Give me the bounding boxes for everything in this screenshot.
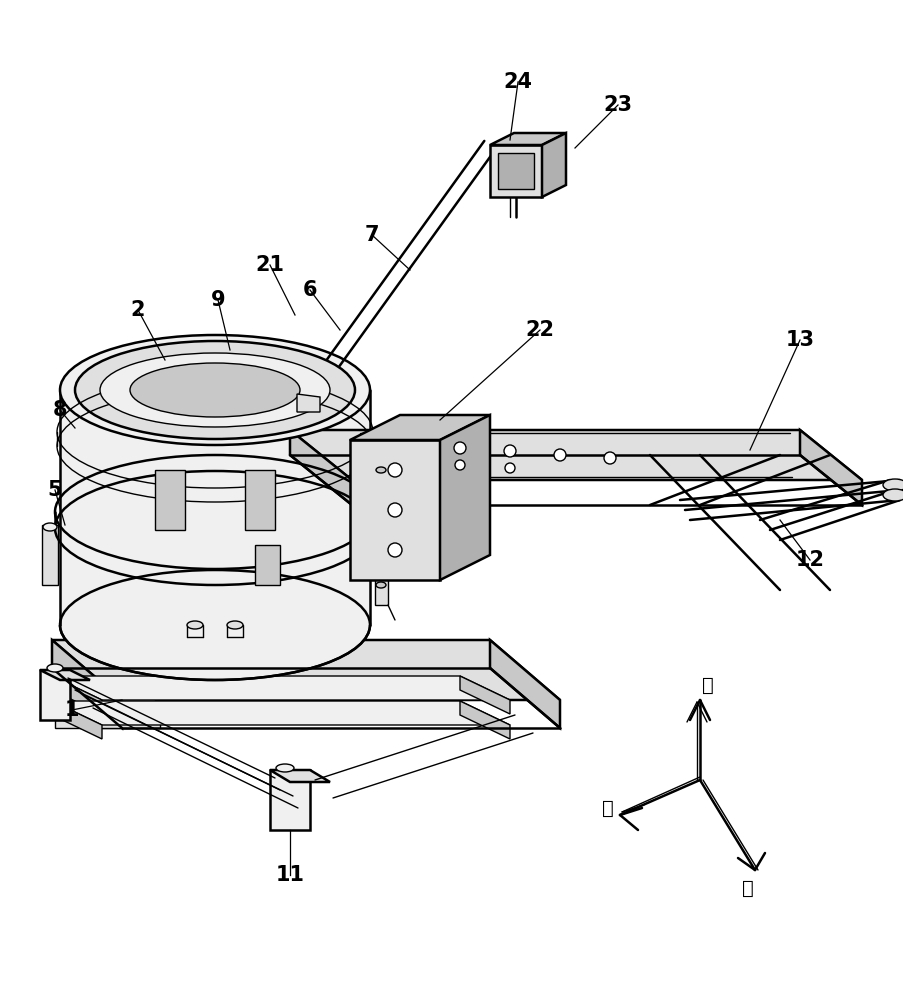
Ellipse shape	[60, 570, 369, 680]
Text: 11: 11	[275, 865, 304, 885]
Polygon shape	[489, 145, 542, 197]
Ellipse shape	[603, 452, 615, 464]
Polygon shape	[60, 390, 369, 625]
Text: 7: 7	[364, 225, 379, 245]
Polygon shape	[245, 470, 275, 530]
Ellipse shape	[376, 582, 386, 588]
Polygon shape	[297, 394, 320, 412]
Ellipse shape	[453, 442, 465, 454]
Text: 24: 24	[503, 72, 532, 92]
Polygon shape	[255, 545, 280, 585]
Polygon shape	[290, 430, 351, 505]
Ellipse shape	[130, 363, 300, 417]
Ellipse shape	[60, 335, 369, 445]
Polygon shape	[52, 676, 509, 700]
Text: 8: 8	[52, 400, 67, 420]
Polygon shape	[349, 440, 440, 580]
Polygon shape	[55, 690, 130, 698]
Ellipse shape	[75, 341, 355, 439]
Text: 左: 左	[601, 798, 613, 817]
Polygon shape	[270, 770, 310, 830]
Ellipse shape	[882, 489, 903, 501]
Polygon shape	[42, 525, 58, 585]
Polygon shape	[542, 133, 565, 197]
Polygon shape	[460, 701, 509, 739]
Ellipse shape	[275, 764, 293, 772]
Ellipse shape	[187, 621, 203, 629]
Polygon shape	[489, 133, 565, 145]
Polygon shape	[60, 698, 125, 720]
Polygon shape	[85, 690, 160, 698]
Text: 9: 9	[210, 290, 225, 310]
Polygon shape	[40, 670, 90, 680]
Ellipse shape	[376, 467, 386, 473]
Ellipse shape	[387, 503, 402, 517]
Ellipse shape	[100, 353, 330, 427]
Text: 1: 1	[65, 700, 79, 720]
Text: 22: 22	[525, 320, 554, 340]
Text: 6: 6	[303, 280, 317, 300]
Polygon shape	[52, 676, 102, 714]
Polygon shape	[290, 430, 861, 480]
Polygon shape	[52, 640, 559, 700]
Text: 23: 23	[603, 95, 632, 115]
Polygon shape	[375, 460, 387, 605]
Ellipse shape	[454, 460, 464, 470]
Ellipse shape	[387, 543, 402, 557]
Polygon shape	[90, 698, 154, 720]
Polygon shape	[349, 415, 489, 440]
Text: 2: 2	[131, 300, 145, 320]
Polygon shape	[52, 640, 122, 728]
Ellipse shape	[47, 664, 63, 672]
Ellipse shape	[505, 463, 515, 473]
Ellipse shape	[43, 523, 57, 531]
Text: 上: 上	[702, 676, 713, 694]
Polygon shape	[489, 640, 559, 728]
Polygon shape	[498, 153, 534, 189]
Text: 21: 21	[256, 255, 284, 275]
Polygon shape	[799, 430, 861, 505]
Polygon shape	[440, 415, 489, 580]
Ellipse shape	[554, 449, 565, 461]
Ellipse shape	[227, 621, 243, 629]
Polygon shape	[154, 470, 185, 530]
Polygon shape	[52, 701, 102, 739]
Polygon shape	[55, 720, 130, 728]
Text: 前: 前	[741, 878, 753, 897]
Polygon shape	[85, 720, 160, 728]
Text: 12: 12	[795, 550, 824, 570]
Polygon shape	[52, 701, 509, 725]
Text: 13: 13	[785, 330, 814, 350]
Ellipse shape	[504, 445, 516, 457]
Polygon shape	[40, 670, 70, 720]
Ellipse shape	[882, 479, 903, 491]
Polygon shape	[460, 676, 509, 714]
Polygon shape	[270, 770, 330, 782]
Ellipse shape	[387, 463, 402, 477]
Text: 5: 5	[48, 480, 62, 500]
